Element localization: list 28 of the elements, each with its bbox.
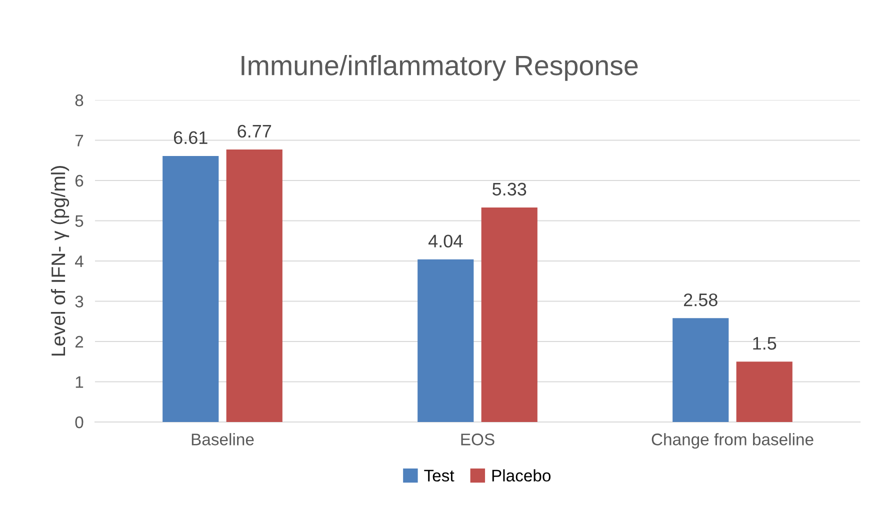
- bar: [418, 259, 474, 422]
- y-tick-label: 7: [75, 134, 84, 146]
- data-label: 6.61: [174, 131, 208, 144]
- data-label: 5.33: [492, 182, 526, 196]
- y-tick-label: 0: [75, 416, 84, 428]
- bar: [226, 150, 282, 422]
- bar: [481, 207, 538, 422]
- legend-label: Placebo: [492, 469, 551, 482]
- y-tick-label: 6: [75, 174, 84, 187]
- legend-label: Test: [424, 470, 454, 482]
- bar: [672, 318, 729, 422]
- x-tick-label: Baseline: [192, 433, 254, 446]
- x-tick-label: EOS: [461, 434, 494, 446]
- y-tick-label: 5: [75, 215, 84, 227]
- bar: [162, 156, 219, 422]
- y-tick-label: 4: [75, 256, 84, 268]
- data-label: 2.58: [684, 293, 718, 306]
- data-label: 6.77: [238, 124, 272, 138]
- bar: [736, 362, 792, 422]
- y-tick-label: 3: [75, 296, 84, 308]
- y-tick-label: 8: [75, 94, 84, 106]
- chart-title: Immune/inflammatory Response: [242, 55, 638, 81]
- y-tick-label: 2: [75, 336, 84, 348]
- y-axis-title: Level of IFN- γ (pg/ml): [50, 166, 70, 356]
- x-tick-label: Change from baseline: [652, 433, 814, 449]
- y-tick-label: 1: [76, 376, 84, 388]
- data-label: 1.5: [753, 337, 776, 350]
- data-label: 4.04: [428, 234, 463, 248]
